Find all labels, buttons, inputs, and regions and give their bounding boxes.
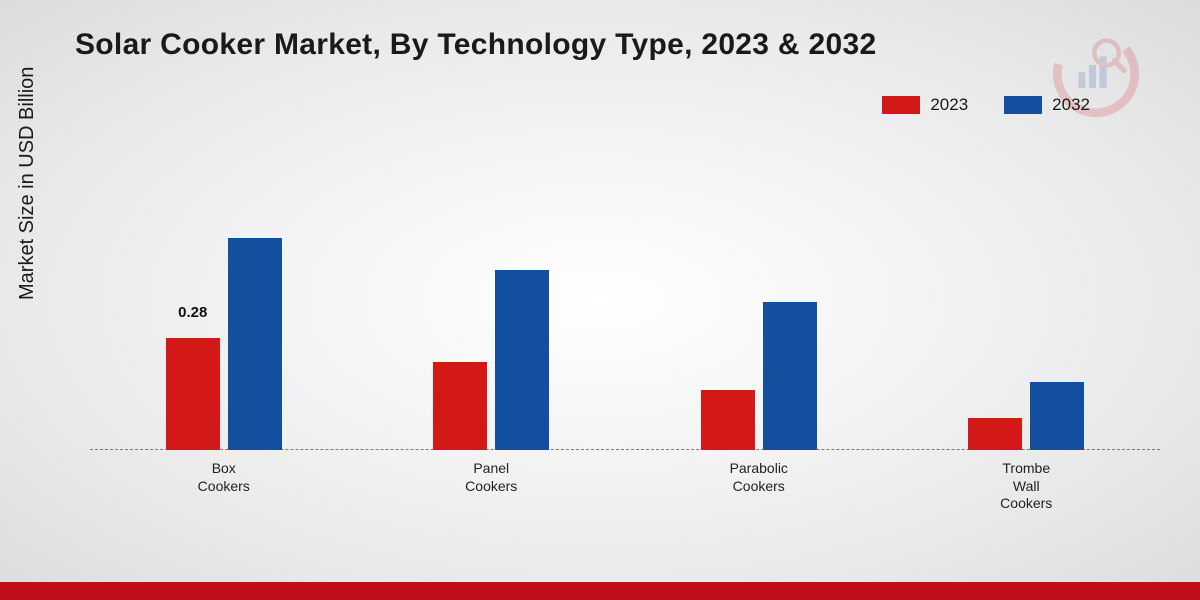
x-label-trombe-wall-cookers: TrombeWallCookers <box>893 454 1161 510</box>
bar-2032-panel-cookers <box>495 270 549 450</box>
x-label-parabolic-cookers: ParabolicCookers <box>625 454 893 510</box>
x-axis-labels: BoxCookers PanelCookers ParabolicCookers… <box>90 454 1160 510</box>
bar-group-box-cookers: 0.28 <box>90 238 358 450</box>
legend-label-2023: 2023 <box>930 95 968 115</box>
bar-2023-trombe-wall-cookers <box>968 418 1022 450</box>
legend-item-2032: 2032 <box>1004 95 1090 115</box>
bar-2032-box-cookers <box>228 238 282 450</box>
bar-group-parabolic-cookers <box>625 302 893 450</box>
bar-2023-box-cookers <box>166 338 220 450</box>
value-label-box-2023: 0.28 <box>178 304 207 321</box>
legend-swatch-2032 <box>1004 96 1042 114</box>
bar-group-trombe-wall-cookers <box>893 382 1161 450</box>
bar-2032-trombe-wall-cookers <box>1030 382 1084 450</box>
legend-label-2032: 2032 <box>1052 95 1090 115</box>
bar-group-panel-cookers <box>358 270 626 450</box>
legend-swatch-2023 <box>882 96 920 114</box>
bar-groups: 0.28 <box>90 140 1160 450</box>
legend-item-2023: 2023 <box>882 95 968 115</box>
footer-accent-bar <box>0 582 1200 600</box>
bar-2023-parabolic-cookers <box>701 390 755 450</box>
y-axis-label: Market Size in USD Billion <box>16 67 39 300</box>
bar-2023-panel-cookers <box>433 362 487 450</box>
x-label-panel-cookers: PanelCookers <box>358 454 626 510</box>
plot-area: 0.28 <box>90 140 1160 510</box>
x-label-box-cookers: BoxCookers <box>90 454 358 510</box>
chart-title: Solar Cooker Market, By Technology Type,… <box>75 28 876 62</box>
legend: 2023 2032 <box>882 95 1090 115</box>
bar-2032-parabolic-cookers <box>763 302 817 450</box>
chart-container: Solar Cooker Market, By Technology Type,… <box>0 0 1200 600</box>
